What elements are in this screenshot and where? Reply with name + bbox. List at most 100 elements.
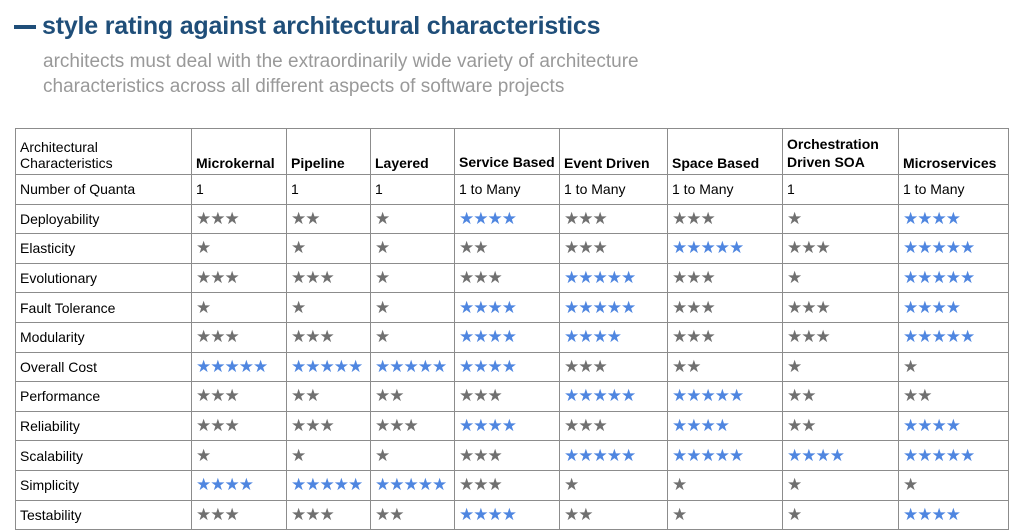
- star-icon: ★★★★: [459, 504, 517, 525]
- header-column: Orchestration Driven SOA: [782, 128, 899, 175]
- star-icon: ★★★: [787, 297, 831, 318]
- rating-cell: ★★★★: [191, 469, 287, 501]
- star-icon: ★★★★: [459, 208, 517, 229]
- star-icon: ★★★★: [903, 416, 961, 437]
- subtitle: architects must deal with the extraordin…: [43, 49, 943, 99]
- star-icon: ★★★: [787, 238, 831, 259]
- star-icon: ★★★★★: [291, 475, 363, 496]
- quanta-cell: 1 to Many: [559, 174, 668, 205]
- rating-cell: ★★★★★: [559, 262, 668, 294]
- row-label: Evolutionary: [15, 262, 192, 294]
- rating-cell: ★: [782, 203, 899, 235]
- rating-cell: ★★★★: [898, 292, 1009, 323]
- rating-cell: ★★★★★: [286, 469, 371, 501]
- rating-cell: ★★★★: [454, 203, 560, 235]
- rating-table: Architectural Characteristics Microkerna…: [15, 128, 1009, 530]
- star-icon: ★★★★: [903, 297, 961, 318]
- star-icon: ★★★★★: [196, 356, 268, 377]
- quanta-cell: 1 to Many: [898, 174, 1009, 205]
- star-icon: ★★★: [291, 416, 335, 437]
- rating-cell: ★★: [782, 410, 899, 442]
- row-label: Simplicity: [15, 469, 192, 501]
- rating-cell: ★★★★: [782, 440, 899, 471]
- star-icon: ★★★: [564, 356, 608, 377]
- star-icon: ★★★★★: [375, 475, 447, 496]
- rating-cell: ★★★★★: [370, 351, 455, 383]
- table-row: Testability ★★★ ★★★ ★★ ★★★★ ★★ ★ ★ ★★★★: [15, 499, 1009, 530]
- star-icon: ★: [196, 445, 211, 466]
- star-icon: ★: [375, 268, 390, 289]
- rating-cell: ★★★★★: [667, 233, 783, 264]
- rating-cell: ★★: [782, 381, 899, 412]
- header-column: Service Based: [454, 128, 560, 175]
- star-icon: ★: [375, 445, 390, 466]
- star-icon: ★★★★: [787, 445, 845, 466]
- header-column: Pipeline: [286, 128, 371, 175]
- star-icon: ★★★★: [564, 327, 622, 348]
- rating-cell: ★★★★: [898, 499, 1009, 530]
- rating-cell: ★★★: [559, 351, 668, 383]
- star-icon: ★: [903, 356, 918, 377]
- star-icon: ★: [672, 475, 687, 496]
- rating-cell: ★: [370, 321, 455, 353]
- rating-cell: ★★★: [559, 410, 668, 442]
- star-icon: ★★★★★: [375, 356, 447, 377]
- quanta-cell: 1: [370, 174, 455, 205]
- rating-cell: ★: [370, 203, 455, 235]
- star-icon: ★★★: [459, 475, 503, 496]
- star-icon: ★★★★: [459, 416, 517, 437]
- rating-cell: ★: [667, 469, 783, 501]
- rating-cell: ★★★: [782, 321, 899, 353]
- star-icon: ★★★★★: [672, 238, 744, 259]
- star-icon: ★★: [459, 238, 489, 259]
- rating-cell: ★★★★: [454, 351, 560, 383]
- star-icon: ★: [375, 297, 390, 318]
- rating-cell: ★★★★: [898, 203, 1009, 235]
- page-title: style rating against architectural chara…: [42, 12, 601, 40]
- rating-cell: ★★★★★: [898, 262, 1009, 294]
- rating-cell: ★★: [370, 381, 455, 412]
- rating-cell: ★★★: [454, 381, 560, 412]
- rating-cell: ★★★★: [454, 410, 560, 442]
- rating-cell: ★★★★: [559, 321, 668, 353]
- rating-cell: ★: [898, 351, 1009, 383]
- rating-cell: ★: [286, 292, 371, 323]
- star-icon: ★: [196, 238, 211, 259]
- quanta-cell: 1 to Many: [454, 174, 560, 205]
- row-label: Fault Tolerance: [15, 292, 192, 323]
- rating-cell: ★: [191, 233, 287, 264]
- rating-cell: ★★: [559, 499, 668, 530]
- rating-cell: ★: [191, 292, 287, 323]
- table-row: Simplicity ★★★★ ★★★★★ ★★★★★ ★★★ ★ ★ ★ ★: [15, 469, 1009, 501]
- star-icon: ★★★: [672, 297, 716, 318]
- rating-cell: ★: [370, 440, 455, 471]
- rating-cell: ★: [782, 262, 899, 294]
- star-icon: ★: [291, 445, 306, 466]
- header-column: Space Based: [667, 128, 783, 175]
- rating-cell: ★★★★: [454, 321, 560, 353]
- star-icon: ★: [375, 327, 390, 348]
- table-row: Scalability ★ ★ ★ ★★★ ★★★★★ ★★★★★ ★★★★ ★★★★★: [15, 440, 1009, 471]
- rating-cell: ★: [370, 233, 455, 264]
- table-row: Overall Cost ★★★★★ ★★★★★ ★★★★★ ★★★★ ★★★ ★★ ★ ★: [15, 351, 1009, 383]
- star-icon: ★★: [903, 386, 933, 407]
- rating-cell: ★★★★★: [667, 440, 783, 471]
- row-label: Number of Quanta: [15, 174, 192, 205]
- star-icon: ★★★★★: [903, 445, 975, 466]
- rating-cell: ★: [370, 262, 455, 294]
- rating-cell: ★★★: [454, 262, 560, 294]
- rating-cell: ★★★★★: [191, 351, 287, 383]
- table-row: Evolutionary ★★★ ★★★ ★ ★★★ ★★★★★ ★★★ ★ ★★★★★: [15, 262, 1009, 294]
- star-icon: ★★★★: [672, 416, 730, 437]
- table-row: Fault Tolerance ★ ★ ★ ★★★★ ★★★★★ ★★★ ★★★ ★★★★: [15, 292, 1009, 323]
- rating-cell: ★★★: [782, 233, 899, 264]
- star-icon: ★★★★: [196, 475, 254, 496]
- rating-cell: ★★★: [191, 203, 287, 235]
- star-icon: ★★: [291, 208, 321, 229]
- star-icon: ★★★: [291, 268, 335, 289]
- row-label: Scalability: [15, 440, 192, 471]
- star-icon: ★★★: [564, 416, 608, 437]
- star-icon: ★★★: [196, 268, 240, 289]
- title-dash: [14, 24, 36, 29]
- rating-cell: ★: [667, 499, 783, 530]
